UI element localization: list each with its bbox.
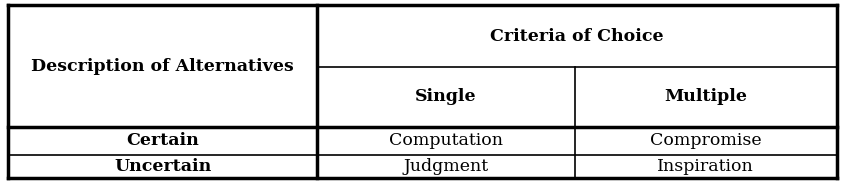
Text: Criteria of Choice: Criteria of Choice — [490, 28, 663, 45]
Text: Compromise: Compromise — [649, 132, 760, 149]
Text: Uncertain: Uncertain — [114, 158, 211, 175]
Text: Certain: Certain — [126, 132, 199, 149]
Text: Description of Alternatives: Description of Alternatives — [31, 58, 294, 75]
Text: Inspiration: Inspiration — [657, 158, 753, 175]
Text: Single: Single — [414, 89, 476, 105]
Text: Judgment: Judgment — [403, 158, 488, 175]
Text: Computation: Computation — [388, 132, 502, 149]
Text: Multiple: Multiple — [663, 89, 746, 105]
